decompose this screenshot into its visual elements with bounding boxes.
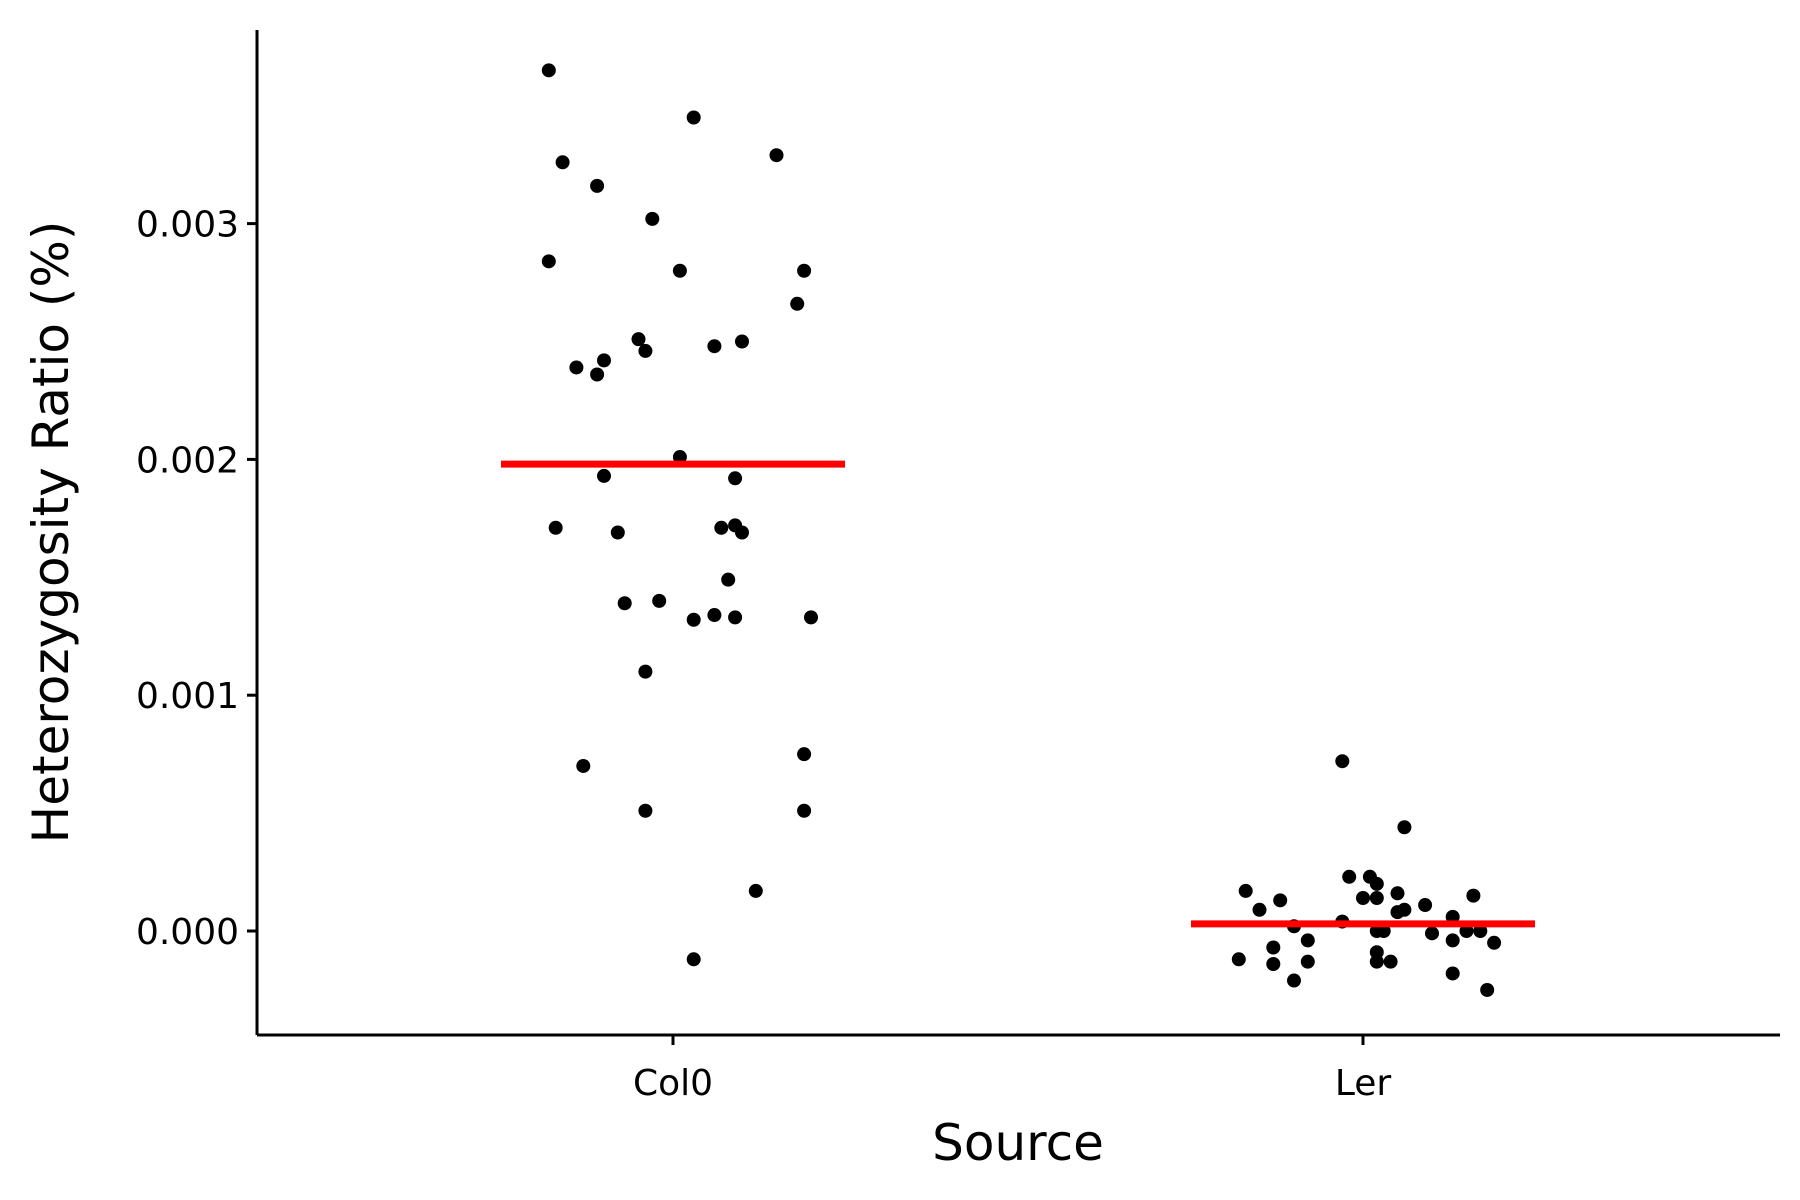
data-point bbox=[686, 110, 701, 125]
data-point bbox=[597, 468, 611, 483]
data-point bbox=[735, 525, 749, 540]
data-point bbox=[1383, 954, 1398, 969]
y-axis-ticks: 0.000 0.001 0.002 0.003 bbox=[136, 205, 257, 953]
data-point bbox=[1266, 940, 1281, 955]
data-point bbox=[631, 332, 646, 347]
data-point bbox=[672, 263, 687, 278]
data-point bbox=[804, 610, 818, 625]
data-point bbox=[1445, 966, 1460, 981]
data-point bbox=[769, 148, 784, 163]
data-point bbox=[1342, 869, 1357, 884]
group-mean-lines bbox=[501, 460, 1535, 928]
data-point bbox=[1425, 926, 1439, 941]
data-point bbox=[1273, 893, 1288, 908]
data-point bbox=[1473, 924, 1488, 938]
data-point bbox=[645, 211, 660, 226]
data-point bbox=[1445, 909, 1460, 924]
data-point bbox=[638, 343, 653, 358]
data-point bbox=[638, 664, 653, 679]
data-point bbox=[672, 450, 687, 465]
y-tick-label: 0.002 bbox=[136, 440, 239, 481]
data-point bbox=[1459, 924, 1474, 938]
data-points bbox=[541, 63, 1502, 997]
data-point bbox=[797, 747, 812, 762]
data-point bbox=[686, 952, 701, 967]
data-point bbox=[1487, 935, 1502, 950]
data-point bbox=[555, 155, 570, 170]
data-point bbox=[541, 254, 556, 269]
data-point bbox=[707, 339, 722, 354]
data-point bbox=[1418, 898, 1433, 913]
data-point bbox=[610, 525, 625, 540]
data-point bbox=[590, 367, 605, 382]
data-point bbox=[721, 572, 736, 587]
x-tick-label: Col0 bbox=[633, 1063, 713, 1104]
data-point bbox=[1300, 954, 1315, 969]
data-point bbox=[590, 178, 605, 193]
data-point bbox=[1466, 888, 1481, 903]
data-point bbox=[576, 758, 591, 773]
y-tick-label: 0.001 bbox=[136, 676, 239, 717]
data-point bbox=[728, 471, 743, 486]
data-point bbox=[797, 263, 812, 278]
data-point bbox=[1252, 902, 1267, 917]
data-point bbox=[541, 63, 556, 78]
y-tick-label: 0.000 bbox=[136, 912, 239, 953]
data-point bbox=[1397, 820, 1412, 835]
data-point bbox=[652, 593, 667, 608]
data-point bbox=[1300, 933, 1315, 948]
x-axis-title: Source bbox=[932, 1114, 1104, 1172]
data-point bbox=[714, 520, 729, 535]
data-point bbox=[728, 610, 743, 625]
x-tick-label: Ler bbox=[1335, 1063, 1392, 1104]
data-point bbox=[548, 520, 563, 535]
data-point bbox=[617, 596, 632, 611]
data-point bbox=[797, 803, 812, 818]
y-tick-label: 0.003 bbox=[136, 205, 239, 246]
data-point bbox=[686, 612, 701, 627]
data-point bbox=[1445, 933, 1460, 948]
data-point bbox=[1376, 924, 1391, 938]
data-point bbox=[1369, 876, 1384, 891]
data-point bbox=[1356, 890, 1370, 905]
data-point bbox=[1266, 957, 1281, 972]
data-point bbox=[1287, 973, 1301, 988]
data-point bbox=[1390, 905, 1405, 920]
data-point bbox=[748, 883, 763, 898]
y-axis-title: Heterozygosity Ratio (%) bbox=[22, 221, 80, 844]
data-point bbox=[790, 296, 805, 311]
data-point bbox=[1390, 886, 1405, 901]
data-point bbox=[1369, 890, 1384, 905]
data-point bbox=[707, 608, 722, 623]
data-point bbox=[1231, 952, 1246, 967]
data-point bbox=[735, 334, 749, 349]
data-point bbox=[638, 803, 653, 818]
data-point bbox=[1238, 883, 1253, 898]
x-axis-ticks: Col0 Ler bbox=[633, 1035, 1391, 1104]
data-point bbox=[569, 360, 584, 375]
data-point bbox=[1335, 754, 1350, 769]
data-point bbox=[1480, 982, 1495, 997]
data-point bbox=[1369, 954, 1384, 969]
data-point bbox=[597, 353, 611, 368]
